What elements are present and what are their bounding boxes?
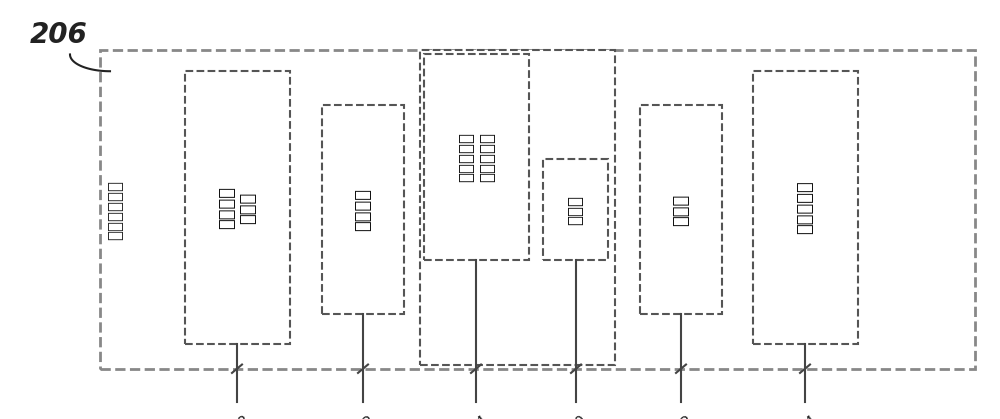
Bar [100, 50, 975, 369]
Text: 激励电压
发生器: 激励电压 发生器 [218, 186, 257, 229]
Bar [420, 50, 615, 365]
Bar [424, 54, 529, 260]
Text: 控制电路: 控制电路 [354, 188, 372, 231]
Text: 存储器: 存储器 [566, 194, 584, 225]
Text: 108: 108 [220, 413, 252, 419]
Text: 302: 302 [664, 413, 696, 419]
Text: 定时器: 定时器 [672, 194, 690, 225]
Text: 可编程控制器: 可编程控制器 [106, 179, 124, 240]
Bar [640, 105, 722, 314]
Text: 212: 212 [346, 413, 378, 419]
Text: 可编程灵敏
度偏移电路: 可编程灵敏 度偏移电路 [457, 132, 496, 182]
Bar [753, 71, 858, 344]
Text: 214: 214 [459, 413, 491, 419]
Text: 206: 206 [30, 21, 88, 49]
Text: 温度传感器: 温度传感器 [796, 181, 814, 234]
Bar [543, 159, 608, 260]
Text: 300: 300 [558, 413, 590, 419]
Bar [322, 105, 404, 314]
Bar [185, 71, 290, 344]
Text: 304: 304 [788, 413, 820, 419]
